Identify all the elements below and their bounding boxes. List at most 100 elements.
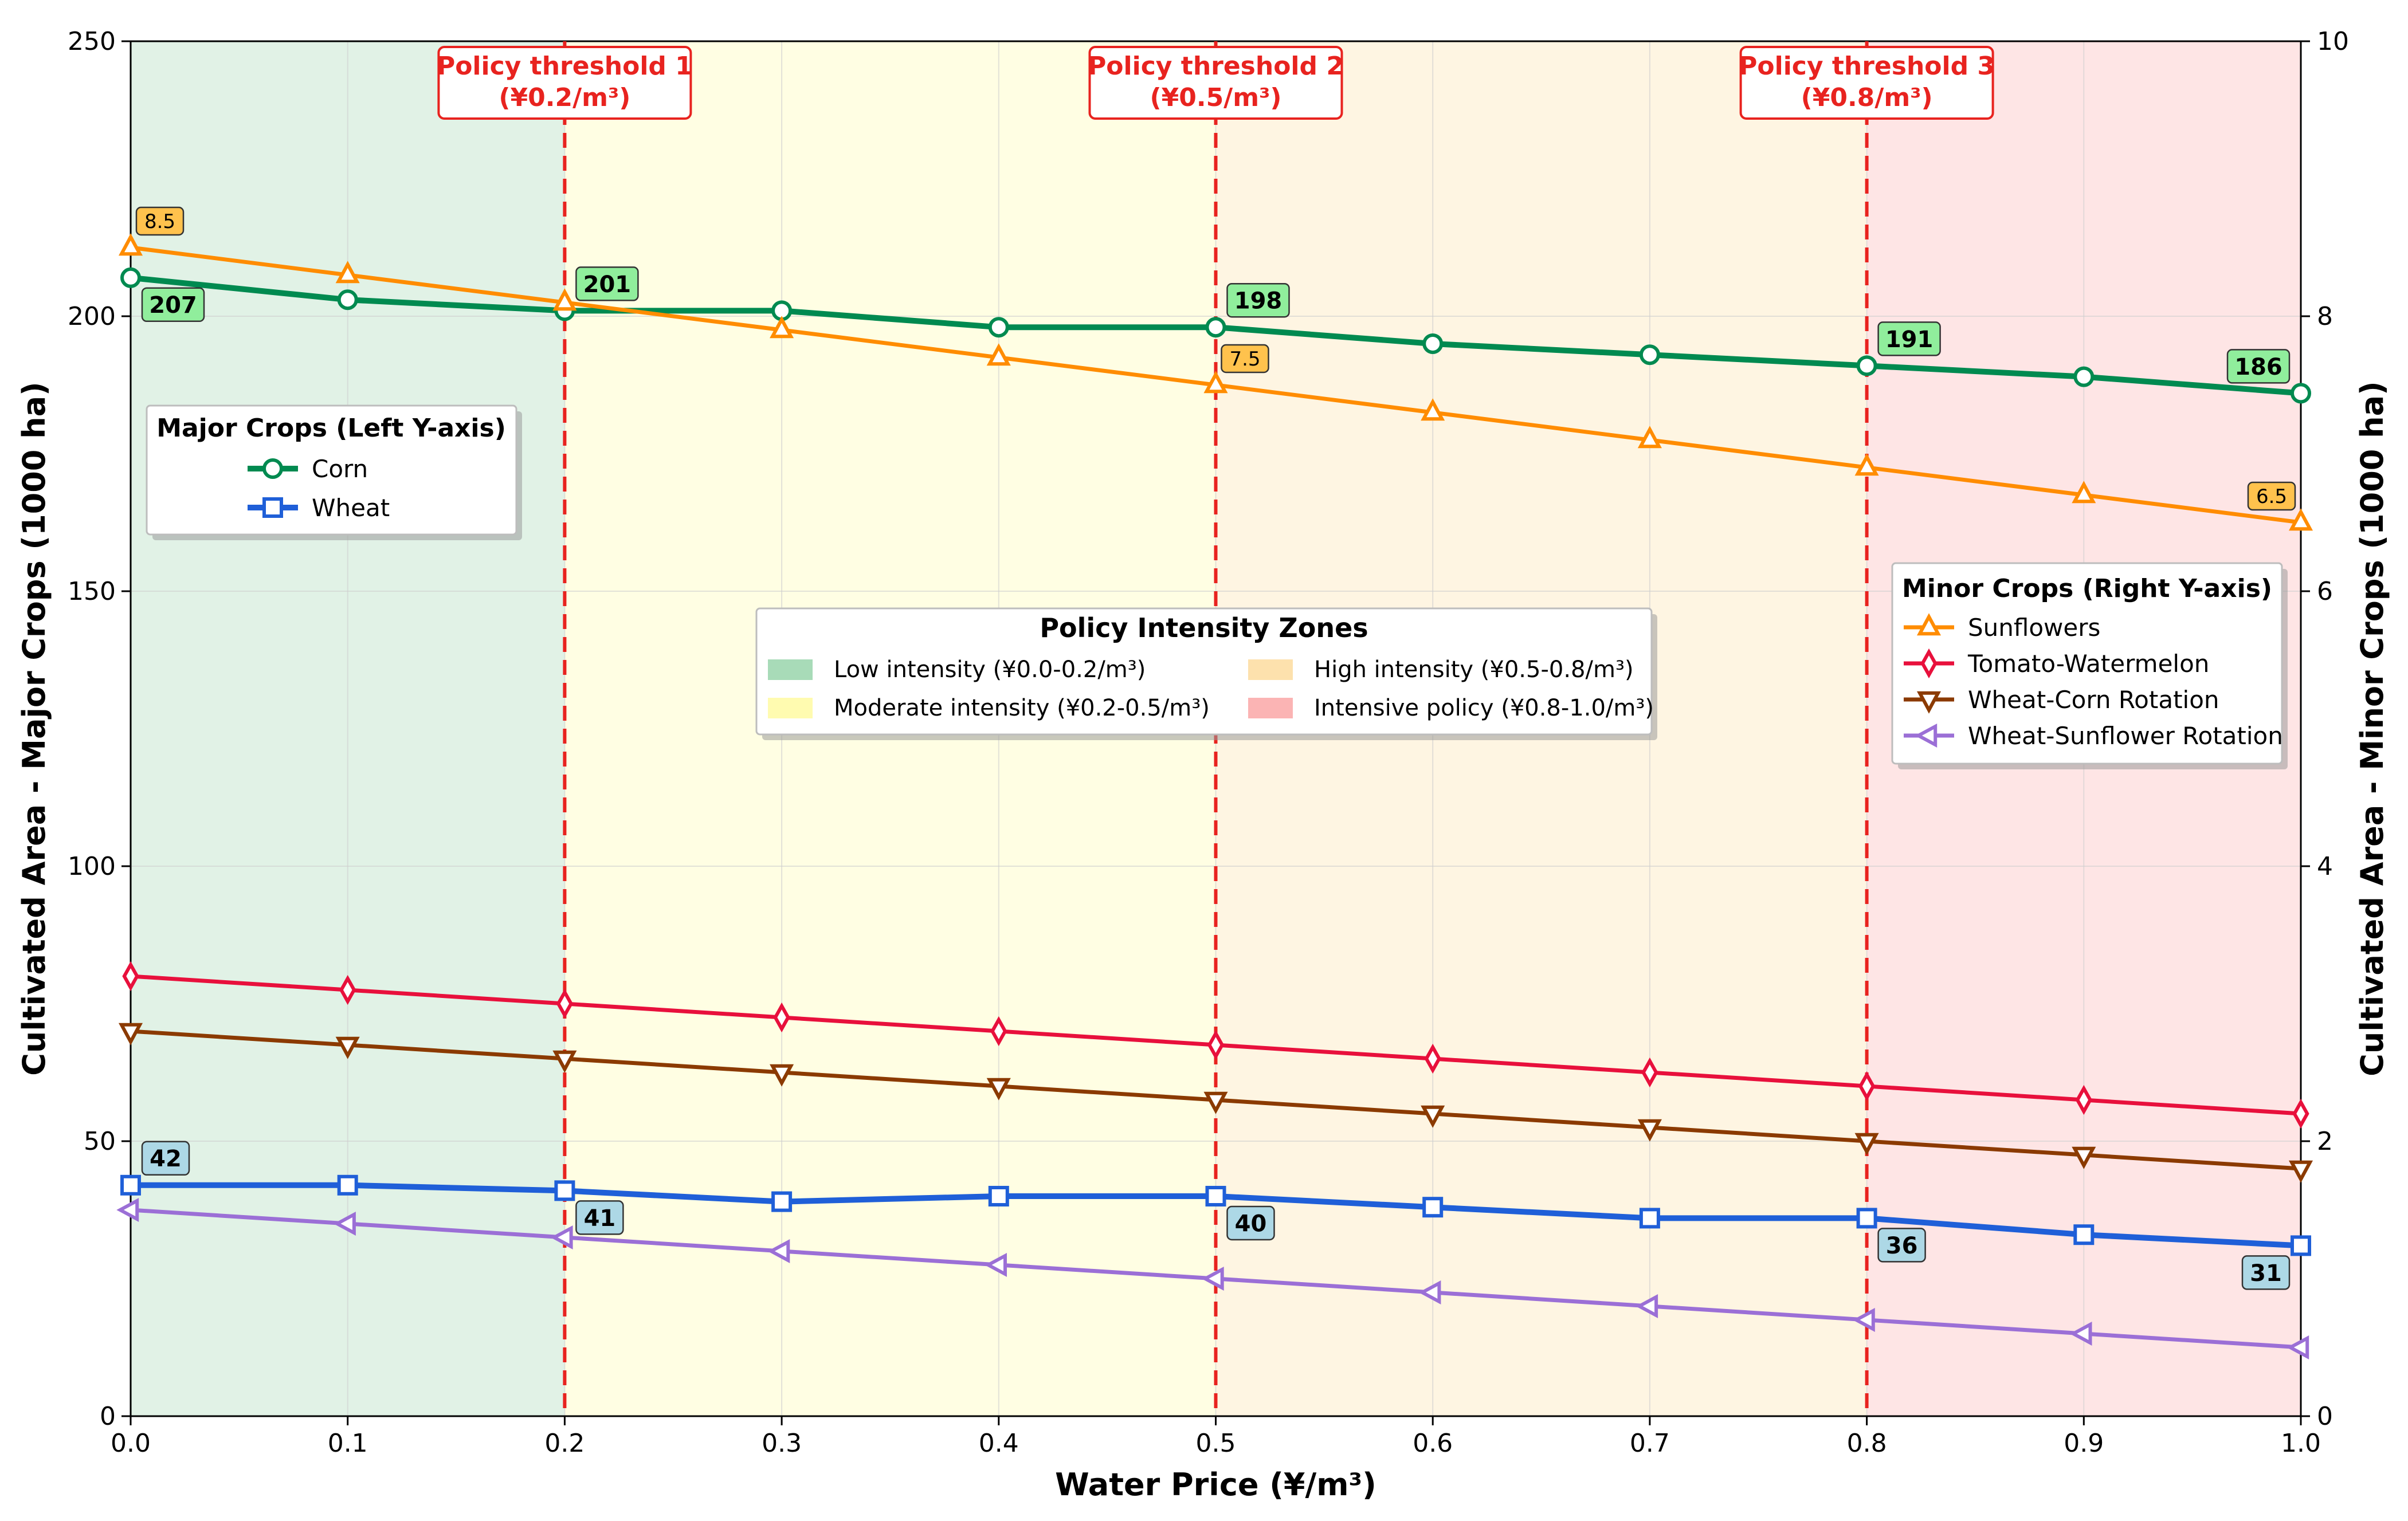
- legend-label-wheat-sunflower-rotation: Wheat-Sunflower Rotation: [1968, 722, 2283, 750]
- data-label-box: [1221, 344, 1269, 374]
- legend-marker-tomato-watermelon: [1920, 648, 1938, 679]
- data-label-sunflowers: 8.5: [135, 206, 185, 236]
- legend-major-crops: Major Crops (Left Y-axis) Corn Wheat: [146, 404, 522, 540]
- legend-minor-crops: Minor Crops (Right Y-axis) Sunflowers Toma…: [1891, 562, 2288, 769]
- data-point-wheat: [120, 1174, 141, 1196]
- y-left-tick-label: 150: [68, 577, 116, 606]
- data-point-wheat: [2291, 1235, 2311, 1256]
- series-wheat: [120, 1174, 2311, 1256]
- data-point-wheat-corn-rotation: [1421, 1105, 1445, 1128]
- data-point-tomato-watermelon: [773, 1002, 790, 1033]
- x-tick-label: 0.3: [762, 1429, 802, 1458]
- data-point-wheat-sunflower-rotation: [1201, 1266, 1224, 1291]
- y-left-tick-label: 200: [68, 302, 116, 331]
- threshold-label-3: Policy threshold 3: [1739, 52, 1995, 81]
- legend-label-wheat-corn-rotation: Wheat-Corn Rotation: [1968, 686, 2219, 714]
- legend-policy-zones-frame: [755, 607, 1653, 736]
- data-point-wheat-sunflower-rotation: [1852, 1307, 1875, 1333]
- data-label-box: [2247, 481, 2296, 511]
- data-label-box: [1226, 282, 1290, 318]
- data-label-text: 41: [584, 1205, 616, 1232]
- data-label-box: [135, 206, 185, 236]
- y-left-axis-label: Cultivated Area - Major Crops (1000 ha): [16, 382, 52, 1075]
- data-point-tomato-watermelon: [1641, 1057, 1658, 1088]
- y-left-tick-label: 100: [68, 852, 116, 881]
- data-point-sunflowers: [2072, 481, 2096, 504]
- threshold-price-1: (¥0.2/m³): [499, 83, 630, 112]
- legend-zone-label-high-intensity: High intensity (¥0.5-0.8/m³): [1314, 657, 1634, 683]
- data-point-tomato-watermelon: [1424, 1043, 1441, 1074]
- y-right-tick-label: 6: [2317, 577, 2333, 606]
- series-wheat-corn-rotation: [118, 1023, 2313, 1183]
- legends: Major Crops (Left Y-axis) Corn Wheat Minor …: [146, 404, 2288, 769]
- legend-marker-wheat-sunflower-rotation: [1915, 723, 1938, 748]
- data-label-sunflowers: 7.5: [1221, 344, 1269, 374]
- data-point-wheat-sunflower-rotation: [116, 1197, 139, 1223]
- y-right-tick-label: 10: [2317, 27, 2349, 56]
- data-point-wheat-sunflower-rotation: [985, 1252, 1007, 1278]
- data-label-box: [141, 287, 205, 323]
- axes: 0.0 0.1 0.2 0.3 0.4 0.5 0.6 0.7 0.8 0.9 1.00501001…: [16, 27, 2390, 1503]
- data-point-wheat-sunflower-rotation: [767, 1239, 790, 1264]
- series-sunflowers: [118, 233, 2313, 531]
- legend-marker-sunflowers: [1916, 613, 1942, 636]
- x-tick-label: 1.0: [2281, 1429, 2321, 1458]
- data-point-tomato-watermelon: [122, 961, 139, 992]
- data-label-corn: 191: [1877, 321, 1941, 356]
- data-point-wheat-sunflower-rotation: [1636, 1294, 1658, 1319]
- legend-major-crops-frame: [146, 404, 517, 536]
- data-label-wheat: 36: [1877, 1228, 1926, 1263]
- legend-swatch-low-intensity: [768, 659, 813, 680]
- data-point-sunflowers: [1637, 426, 1662, 449]
- data-point-wheat-corn-rotation: [2072, 1146, 2096, 1169]
- data-point-wheat: [337, 1174, 358, 1196]
- data-point-tomato-watermelon: [2292, 1098, 2309, 1129]
- data-point-wheat-corn-rotation: [986, 1078, 1011, 1101]
- data-label-box: [2241, 1255, 2291, 1290]
- data-label-box: [575, 1200, 624, 1235]
- y-right-tick-label: 8: [2317, 302, 2333, 331]
- data-label-box: [2226, 349, 2291, 384]
- data-label-text: 6.5: [2256, 485, 2287, 508]
- data-point-wheat: [1639, 1208, 1660, 1229]
- data-point-wheat-corn-rotation: [2288, 1160, 2313, 1183]
- data-point-tomato-watermelon: [1207, 1029, 1225, 1060]
- data-label-wheat: 40: [1226, 1205, 1275, 1241]
- data-point-wheat: [554, 1180, 575, 1201]
- x-tick-label: 0.9: [2064, 1429, 2104, 1458]
- legend-label-corn: Corn: [312, 455, 368, 483]
- legend-zones-title: Policy Intensity Zones: [1040, 612, 1368, 643]
- legend-minor-crops-frame: [1891, 562, 2283, 765]
- series-tomato-watermelon: [122, 961, 2309, 1129]
- x-tick-label: 0.2: [544, 1429, 585, 1458]
- y-right-axis-label: Cultivated Area - Minor Crops (1000 ha): [2354, 381, 2390, 1076]
- data-point-sunflowers: [552, 288, 577, 311]
- data-point-wheat-corn-rotation: [770, 1064, 794, 1087]
- data-label-box: [1877, 321, 1941, 356]
- data-point-tomato-watermelon: [556, 988, 574, 1019]
- data-label-corn: 186: [2226, 349, 2291, 384]
- data-point-sunflowers: [1854, 453, 1879, 476]
- x-axis-label: Water Price (¥/m³): [1055, 1467, 1376, 1503]
- threshold-box-2: [1088, 46, 1343, 120]
- legend-marker-wheat: [262, 497, 283, 518]
- y-right-tick-label: 2: [2317, 1127, 2333, 1156]
- x-tick-label: 0.4: [979, 1429, 1019, 1458]
- legend-label-tomato-watermelon: Tomato-Watermelon: [1967, 650, 2209, 678]
- data-label-wheat: 41: [575, 1200, 624, 1235]
- data-label-text: 198: [1234, 288, 1283, 315]
- series-wheat-sunflower-rotation: [116, 1197, 2309, 1360]
- data-point-wheat-corn-rotation: [1854, 1133, 1879, 1156]
- data-point-corn: [2073, 366, 2095, 387]
- data-point-corn: [1639, 344, 1660, 365]
- legend-marker-corn: [262, 458, 283, 479]
- legend-swatch-high-intensity: [1248, 659, 1293, 680]
- data-point-wheat-sunflower-rotation: [2287, 1335, 2309, 1360]
- threshold-label-2: Policy threshold 2: [1088, 52, 1344, 81]
- data-label-text: 207: [149, 292, 197, 319]
- data-point-corn: [1205, 317, 1226, 338]
- y-left-tick-label: 50: [84, 1127, 116, 1156]
- data-point-sunflowers: [2288, 508, 2313, 531]
- data-point-wheat-sunflower-rotation: [2069, 1321, 2092, 1346]
